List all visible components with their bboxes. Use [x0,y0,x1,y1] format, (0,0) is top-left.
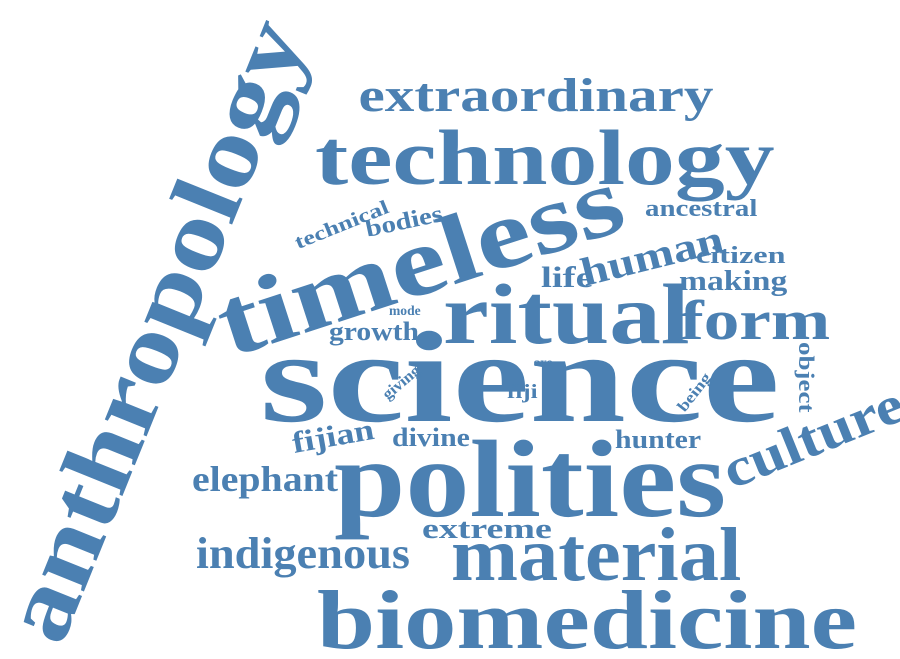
word-indigenous: indigenous [196,529,410,578]
word-citizen: citizen [696,243,786,269]
word-material: material [451,513,742,597]
word-making: making [679,266,788,297]
word-ritual: ritual [443,266,690,362]
word-extraordinary: extraordinary [358,69,714,122]
word-technology: technology [315,114,775,201]
word-mode: mode [389,304,421,319]
word-axe: axe [534,355,553,369]
word-extreme: extreme [422,514,552,545]
word-ancestral: ancestral [645,196,758,222]
word-polities: polities [334,418,727,540]
word-hunter: hunter [615,425,702,454]
word-life: life [541,261,593,294]
word-fiji: fiji [507,381,538,403]
word-science: science [260,306,780,450]
word-object: object [794,342,819,413]
word-divine: divine [392,423,470,452]
word-elephant: elephant [192,459,339,499]
word-form: form [680,290,831,352]
word-biomedicine: biomedicine [317,574,857,659]
word-growth: growth [329,317,419,346]
